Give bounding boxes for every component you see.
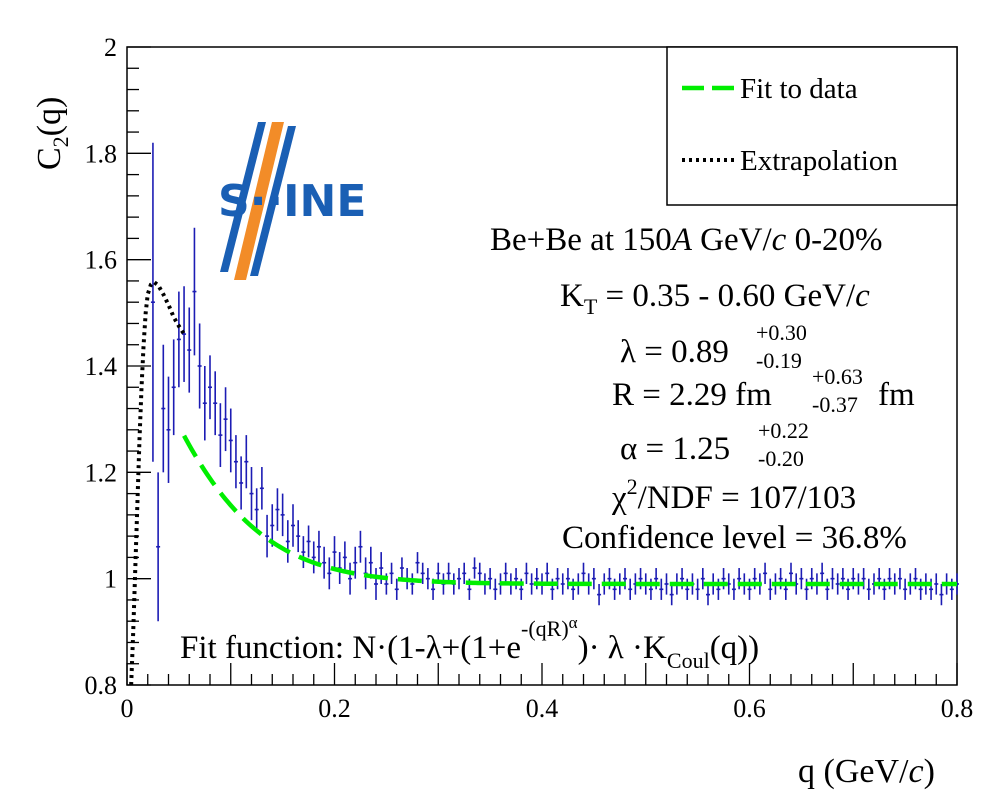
lambda-err-down: -0.19 — [756, 348, 802, 373]
alpha-value: α = 1.25 — [620, 431, 730, 467]
x-tick-label: 0.6 — [733, 694, 766, 723]
legend: Fit to data Extrapolation — [666, 46, 958, 206]
x-tick-label: 0 — [121, 694, 134, 723]
y-tick-label: 2 — [104, 33, 117, 62]
logo-stripe-orange — [234, 122, 284, 280]
x-axis-title: q (GeV/c) — [798, 753, 935, 790]
radius-err-unit: fm — [878, 377, 915, 413]
logo-stripe-blue-2 — [250, 126, 296, 276]
lambda-label: λ = 0.89 +0.30 -0.19 — [620, 320, 807, 373]
alpha-label: α = 1.25 +0.22 -0.20 — [620, 418, 809, 471]
x-tick-label: 0.2 — [318, 694, 351, 723]
data-series — [150, 142, 959, 622]
alpha-err-down: -0.20 — [758, 446, 804, 471]
radius-value: R = 2.29 fm — [612, 377, 772, 413]
y-tick-label: 1.4 — [85, 352, 118, 381]
radius-err-down: -0.37 — [812, 392, 858, 417]
logo-text: S··INE — [218, 176, 366, 227]
y-tick-label: 1.6 — [85, 246, 118, 275]
axis-tick-labels: 0 0.2 0.4 0.6 0.8 0.8 1 1.2 1.4 1.6 1.8 2 — [85, 33, 974, 723]
y-tick-label: 0.8 — [85, 671, 118, 700]
chi2-label: χ2/NDF = 107/103 — [611, 474, 856, 516]
radius-label: R = 2.29 fm +0.63 -0.37 fm — [612, 364, 915, 417]
legend-box — [666, 46, 958, 206]
logo-stripe-blue — [220, 122, 266, 272]
lambda-value: λ = 0.89 — [620, 334, 729, 370]
kt-label: KT = 0.35 - 0.60 GeV/c — [560, 278, 870, 319]
radius-err-up: +0.63 — [812, 364, 863, 389]
shine-logo: S··INE — [218, 122, 366, 280]
system-label: Be+Be at 150A GeV/c 0-20% — [490, 222, 883, 258]
y-axis-title: C2(q) — [31, 97, 73, 170]
y-tick-label: 1.2 — [85, 458, 118, 487]
fit-function-label: Fit function: N·(1-λ+(1+e-(qR)α)· λ ·KCo… — [180, 613, 759, 673]
x-tick-label: 0.4 — [526, 694, 559, 723]
legend-fit-label: Fit to data — [740, 73, 858, 105]
x-tick-label: 0.8 — [941, 694, 974, 723]
lambda-err-up: +0.30 — [756, 320, 807, 345]
alpha-err-up: +0.22 — [758, 418, 809, 443]
fit-line — [182, 434, 957, 587]
y-tick-label: 1.8 — [85, 139, 118, 168]
confidence-label: Confidence level = 36.8% — [562, 520, 907, 556]
legend-extrap-label: Extrapolation — [740, 145, 898, 177]
y-tick-label: 1 — [104, 565, 117, 594]
